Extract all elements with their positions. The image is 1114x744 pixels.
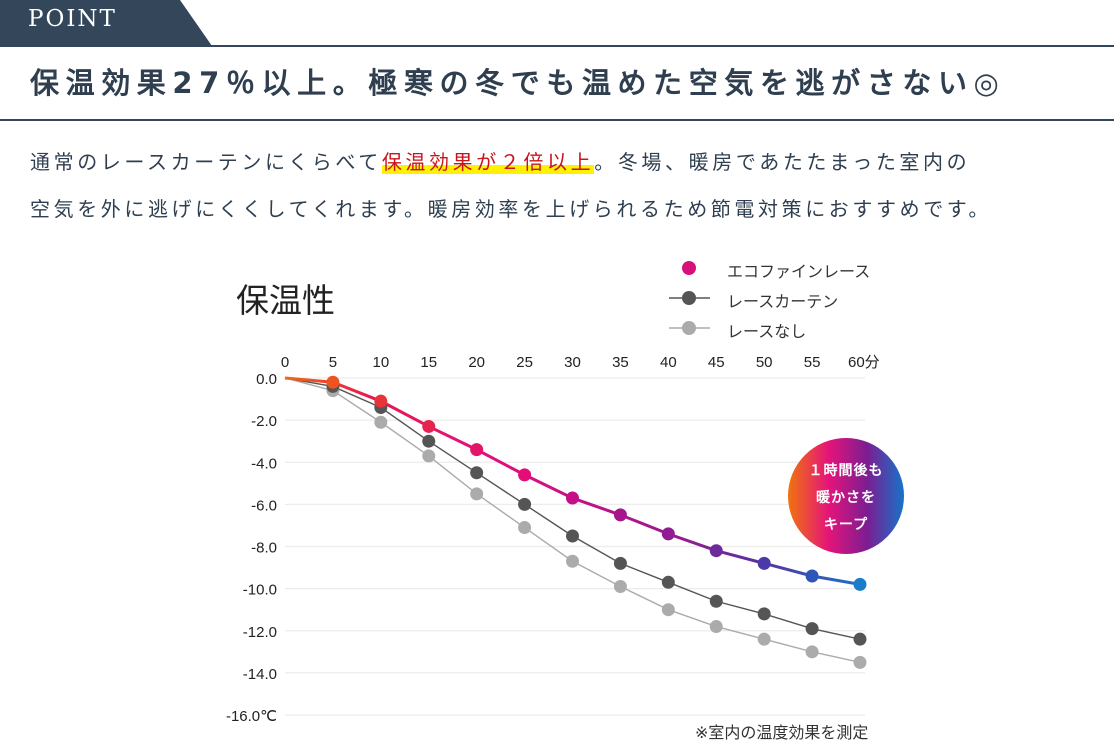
legend: [669, 261, 710, 335]
y-axis-ticks: 0.0 -2.0 -4.0 -6.0 -8.0 -10.0 -12.0 -14.0 -16.0℃: [226, 371, 277, 725]
x-tick-label: 50: [756, 354, 773, 371]
x-tick-label: 5: [329, 354, 337, 371]
divider-top: [0, 45, 1114, 47]
y-tick-label: -16.0℃: [226, 708, 277, 725]
data-point: [613, 580, 627, 594]
data-point: [422, 419, 436, 433]
data-point: [566, 491, 579, 505]
x-tick-label: 20: [468, 354, 485, 371]
y-tick-label: -6.0: [251, 497, 277, 514]
data-point: [470, 443, 484, 457]
badge-line-2: 暖かさを: [816, 490, 876, 506]
x-tick-label: 55: [804, 354, 821, 371]
data-point: [326, 375, 340, 389]
data-point: [566, 554, 579, 568]
y-tick-label: 0.0: [256, 371, 277, 388]
divider-middle: [0, 119, 1114, 121]
data-point: [805, 622, 819, 636]
data-point: [518, 521, 532, 535]
data-point: [757, 556, 771, 570]
x-tick-label: 45: [708, 354, 725, 371]
headline: 保温効果27％以上。極寒の冬でも温めた空気を逃がさない◎: [30, 66, 1006, 100]
body-text-plain: 。冬場、暖房であたたまった室内の: [594, 150, 971, 174]
legend-marker: [682, 261, 696, 275]
x-tick-label: 15: [420, 354, 437, 371]
data-point: [422, 449, 436, 463]
x-tick-label: 40: [660, 354, 677, 371]
y-tick-label: -2.0: [251, 413, 277, 430]
data-point: [518, 497, 532, 511]
data-point: [470, 466, 484, 480]
series-line-0: [284, 376, 861, 586]
chart-title: 保温性: [236, 281, 335, 320]
badge-line-3: キープ: [823, 517, 869, 533]
legend-label-lace: レースカーテン: [727, 292, 839, 311]
highlight-text: 保温効果が２倍以上: [381, 150, 595, 174]
body-line-2: 空気を外に逃げにくくしてくれます。暖房効率を上げられるため節電対策におすすめです…: [30, 197, 992, 221]
point-tab: POINT: [0, 0, 214, 46]
series-group: [284, 375, 867, 669]
body-line-1: 通常のレースカーテンにくらべて保温効果が２倍以上。冬場、暖房であたたまった室内の: [30, 146, 970, 175]
data-point: [470, 487, 484, 501]
data-point: [805, 645, 819, 659]
x-tick-label: 60分: [848, 354, 880, 371]
legend-label-none: レースなし: [727, 322, 807, 341]
data-point: [757, 632, 771, 646]
data-point: [853, 577, 867, 591]
point-label: POINT: [28, 6, 117, 32]
chart-note: ※室内の温度効果を測定: [695, 723, 869, 742]
data-point: [661, 603, 675, 617]
series-line-1: [284, 377, 861, 640]
x-tick-label: 10: [372, 354, 389, 371]
y-tick-label: -14.0: [243, 666, 277, 683]
data-point: [566, 529, 579, 543]
data-point: [853, 632, 867, 646]
data-point: [613, 556, 627, 570]
y-tick-label: -4.0: [251, 455, 277, 472]
data-point: [661, 575, 675, 589]
data-point: [709, 620, 723, 634]
data-point: [613, 508, 627, 522]
data-point: [422, 434, 436, 448]
data-point: [805, 569, 819, 583]
data-point: [661, 527, 675, 541]
data-point: [709, 544, 723, 558]
data-point: [709, 594, 723, 608]
legend-label-eco: エコファインレース: [727, 262, 871, 281]
badge-line-1: １時間後も: [808, 463, 884, 479]
x-axis-ticks: 0 5 10 15 20 25 30 35 40 45 50 55 60分: [281, 354, 880, 371]
y-tick-label: -10.0: [243, 582, 277, 599]
x-tick-label: 35: [612, 354, 629, 371]
y-tick-label: -12.0: [243, 624, 277, 641]
badge-circle: [788, 438, 904, 554]
grid-lines: [285, 377, 865, 716]
legend-marker: [682, 291, 696, 305]
data-point: [374, 394, 388, 408]
x-tick-label: 30: [564, 354, 581, 371]
data-point: [757, 607, 771, 621]
data-point: [853, 655, 867, 669]
legend-marker: [682, 321, 696, 335]
data-point: [374, 415, 388, 429]
point-tab-shape: [0, 0, 212, 46]
x-tick-label: 0: [281, 354, 289, 371]
body-text-plain: 通常のレースカーテンにくらべて: [30, 150, 382, 174]
x-tick-label: 25: [516, 354, 533, 371]
data-point: [518, 468, 532, 482]
y-tick-label: -8.0: [251, 540, 277, 557]
